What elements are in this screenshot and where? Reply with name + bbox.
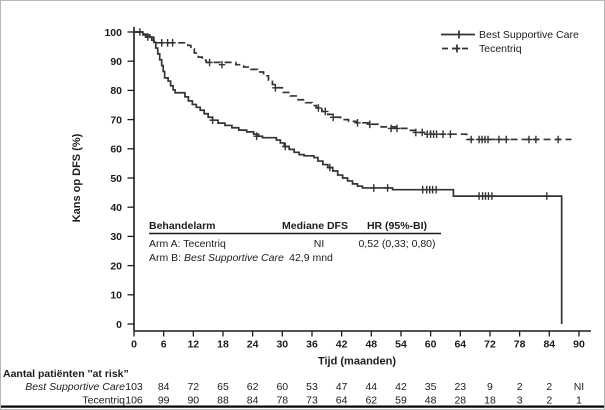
y-tick-label: 10	[110, 290, 122, 302]
y-tick-label: 80	[110, 85, 122, 97]
inset-header-mediane-dfs: Mediane DFS	[282, 220, 348, 232]
at-risk-value: 73	[306, 395, 318, 407]
at-risk-title: Aantal patiënten ''at risk”	[3, 368, 129, 380]
x-tick-label: 84	[543, 339, 555, 351]
at-risk-value: 42	[395, 381, 407, 393]
inset-summary-table: Behandelarm Mediane DFS HR (95%-BI) Arm …	[149, 220, 441, 264]
y-tick-label: 50	[110, 173, 122, 185]
x-tick-label: 0	[131, 339, 137, 351]
at-risk-value: NI	[574, 381, 585, 393]
x-tick-label: 48	[365, 339, 377, 351]
at-risk-value: 23	[454, 381, 466, 393]
at-risk-value: 78	[276, 395, 288, 407]
x-tick-label: 30	[276, 339, 288, 351]
x-tick-label: 64	[454, 339, 466, 351]
y-tick-label: 100	[104, 27, 122, 39]
x-tick-label: 60	[425, 339, 437, 351]
arm-b-name: Best Supportive Care	[184, 252, 284, 264]
y-tick-label: 70	[110, 114, 122, 126]
at-risk-value: 99	[158, 395, 170, 407]
legend-item-tecentriq: Tecentriq	[442, 43, 522, 55]
axes	[133, 27, 591, 332]
legend: Best Supportive Care Tecentriq	[441, 29, 579, 55]
at-risk-row-label-bsc: Best Supportive Care	[25, 381, 125, 393]
at-risk-value: 53	[306, 381, 318, 393]
plus-marker-icon	[453, 44, 461, 53]
at-risk-row-label-tecentriq: Tecentriq	[82, 395, 125, 407]
legend-label: Best Supportive Care	[479, 29, 579, 41]
arm-a-prefix: Arm A:	[149, 238, 183, 250]
y-axis-title: Kans op DFS (%)	[71, 133, 83, 222]
arm-a-name: Tecentriq	[183, 238, 226, 250]
at-risk-value: 64	[336, 395, 348, 407]
legend-label: Tecentriq	[479, 43, 522, 55]
at-risk-value: 59	[395, 395, 407, 407]
at-risk-value: 106	[125, 395, 143, 407]
inset-row-arm-b: Arm B: Best Supportive Care	[149, 252, 284, 264]
x-tick-label: 78	[514, 339, 526, 351]
at-risk-value: 62	[247, 381, 259, 393]
at-risk-value: 62	[365, 395, 377, 407]
at-risk-value: 48	[425, 395, 437, 407]
at-risk-value: 3	[517, 395, 523, 407]
y-tick-label: 0	[116, 319, 122, 331]
at-risk-value: 9	[487, 381, 493, 393]
y-tick-label: 30	[110, 231, 122, 243]
y-tick-label: 90	[110, 56, 122, 68]
at-risk-value: 1	[576, 395, 582, 407]
at-risk-value: 2	[546, 381, 552, 393]
at-risk-value: 47	[336, 381, 348, 393]
inset-header-behandelarm: Behandelarm	[149, 220, 216, 232]
at-risk-value: 90	[187, 395, 199, 407]
x-tick-label: 90	[573, 339, 585, 351]
y-tick-label: 20	[110, 260, 122, 272]
at-risk-value: 2	[546, 395, 552, 407]
x-axis-title: Tijd (maanden)	[318, 356, 396, 368]
inset-header-hr: HR (95%-BI)	[367, 220, 427, 232]
at-risk-value: 18	[484, 395, 496, 407]
legend-item-best-supportive-care: Best Supportive Care	[441, 29, 579, 41]
y-tick-label: 60	[110, 144, 122, 156]
solid-line-plus-marker-icon	[441, 30, 475, 39]
at-risk-value: 35	[425, 381, 437, 393]
x-tick-label: 18	[217, 339, 229, 351]
arm-b-prefix: Arm B:	[149, 252, 184, 264]
at-risk-value: 103	[125, 381, 143, 393]
survival-curves	[134, 28, 572, 324]
km-curve-tecentriq	[134, 31, 572, 141]
km-curve-best-supportive-care	[134, 31, 563, 324]
at-risk-value: 84	[158, 381, 170, 393]
at-risk-value: 84	[247, 395, 259, 407]
at-risk-value: 72	[187, 381, 199, 393]
y-tick-label: 40	[110, 202, 122, 214]
x-tick-label: 36	[306, 339, 318, 351]
axis-lines	[133, 27, 591, 332]
inset-arm-a-median: NI	[314, 238, 325, 250]
at-risk-value: 60	[276, 381, 288, 393]
at-risk-table: Aantal patiënten ''at risk” Best Support…	[3, 368, 129, 407]
at-risk-value: 65	[217, 381, 229, 393]
x-tick-label: 24	[247, 339, 259, 351]
censor-marks-tecentriq	[144, 33, 562, 144]
inset-arm-b-median: 42,9 mnd	[289, 252, 333, 264]
x-tick-label: 72	[484, 339, 496, 351]
at-risk-value: 2	[517, 381, 523, 393]
inset-row-arm-a: Arm A: Tecentriq	[149, 238, 226, 250]
at-risk-value: 88	[217, 395, 229, 407]
x-tick-label: 12	[187, 339, 199, 351]
x-tick-label: 54	[395, 339, 407, 351]
bottom-rule	[1, 405, 604, 408]
inset-arm-a-hr: 0,52 (0,33; 0,80)	[358, 238, 435, 250]
at-risk-value: 44	[365, 381, 377, 393]
x-tick-label: 42	[336, 339, 348, 351]
x-tick-label: 6	[161, 339, 167, 351]
at-risk-value: 28	[454, 395, 466, 407]
